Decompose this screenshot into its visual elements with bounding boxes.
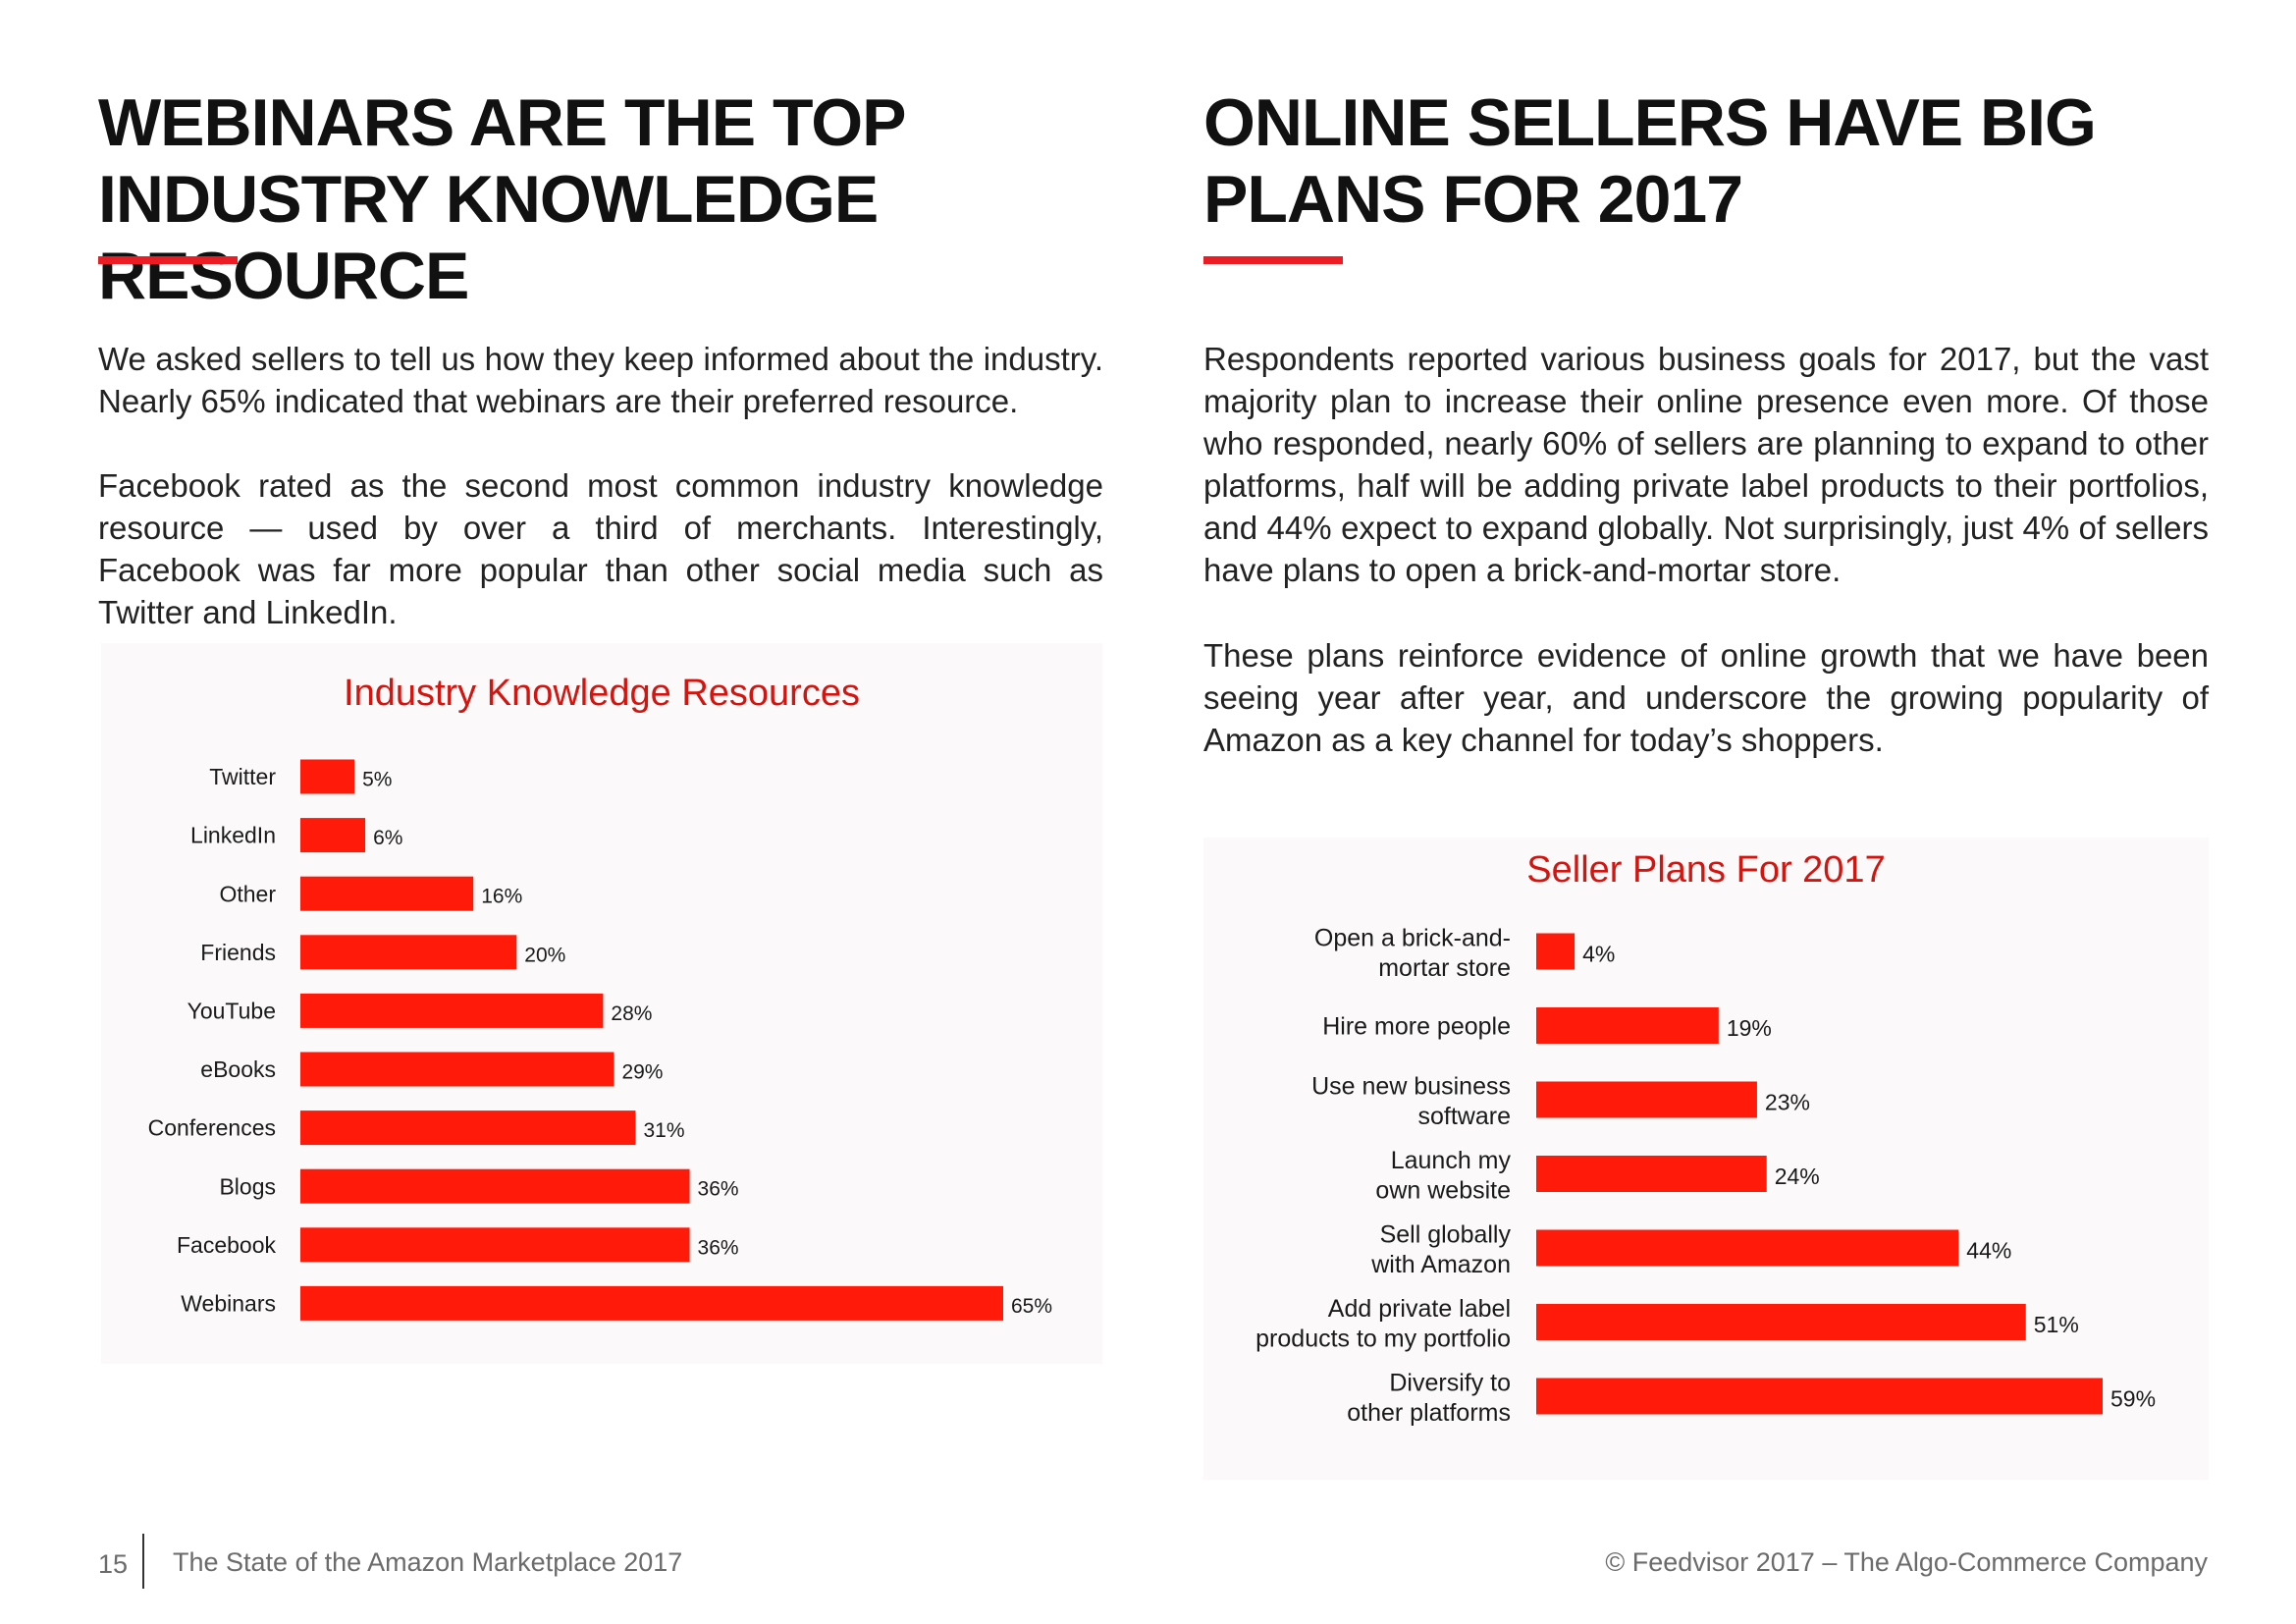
bar — [1536, 1081, 1757, 1118]
data-label: 36% — [698, 1236, 739, 1259]
category-label: Diversify to other platforms — [1347, 1370, 1511, 1428]
bar — [1536, 1304, 2026, 1340]
right-accent-line — [1203, 256, 1343, 264]
data-label: 28% — [611, 1002, 652, 1025]
chart-title: Industry Knowledge Resources — [344, 673, 860, 714]
bar — [1536, 1156, 1767, 1192]
industry-knowledge-chart-plot: Twitter 5% LinkedIn 6% Other 16% Friends 20% You… — [148, 759, 1052, 1321]
category-label: Add private label products to my portfoli… — [1255, 1295, 1511, 1353]
page-number: 15 — [98, 1549, 129, 1579]
bar — [300, 935, 517, 970]
data-label: 4% — [1582, 941, 1615, 966]
data-label: 19% — [1727, 1015, 1772, 1041]
category-label: Use new business software — [1311, 1073, 1511, 1131]
category-label: Webinars — [181, 1290, 276, 1316]
data-label: 44% — [1966, 1237, 2011, 1263]
category-label: LinkedIn — [190, 823, 276, 848]
category-label: Twitter — [209, 764, 276, 789]
left-heading: WEBINARS ARE THE TOP INDUSTRY KNOWLEDGE … — [98, 85, 905, 313]
data-label: 16% — [481, 886, 522, 908]
bar — [300, 1168, 690, 1204]
bar — [300, 1110, 636, 1146]
industry-knowledge-chart: Industry Knowledge Resources Twitter 5% Li… — [101, 643, 1102, 1364]
left-accent-line — [98, 256, 238, 264]
left-paragraph-2: Facebook rated as the second most common… — [98, 467, 1103, 630]
category-label: Launch my own website — [1375, 1147, 1511, 1205]
category-label: Blogs — [219, 1173, 276, 1199]
data-label: 5% — [362, 768, 392, 790]
category-label: Sell globally with Amazon — [1370, 1221, 1511, 1279]
bar — [300, 818, 366, 853]
data-label: 20% — [524, 944, 565, 966]
bar — [1536, 1007, 1719, 1044]
document-title: The State of the Amazon Marketplace 2017 — [173, 1547, 683, 1577]
left-paragraph-1: We asked sellers to tell us how they kee… — [98, 341, 1103, 419]
category-label: Friends — [200, 940, 276, 965]
data-label: 36% — [698, 1178, 739, 1201]
data-label: 65% — [1011, 1295, 1052, 1318]
data-label: 51% — [2034, 1312, 2079, 1337]
category-label: YouTube — [187, 998, 276, 1023]
bar — [300, 1052, 614, 1087]
copyright: © Feedvisor 2017 – The Algo-Commerce Com… — [1605, 1547, 2208, 1577]
category-label: Other — [219, 881, 276, 906]
bar — [1536, 1229, 1959, 1267]
data-label: 31% — [643, 1119, 684, 1142]
bar — [1536, 933, 1575, 970]
category-label: Hire more people — [1322, 1012, 1511, 1040]
data-label: 29% — [621, 1060, 663, 1083]
right-heading: ONLINE SELLERS HAVE BIG PLANS FOR 2017 — [1203, 85, 2097, 237]
data-label: 59% — [2110, 1385, 2156, 1411]
bar — [300, 993, 604, 1028]
right-paragraph-2: These plans reinforce evidence of online… — [1203, 637, 2209, 758]
right-paragraph-1: Respondents reported various business go… — [1203, 341, 2209, 588]
category-label: eBooks — [200, 1056, 276, 1082]
seller-plans-chart: Seller Plans For 2017 Open a brick-and-m… — [1203, 838, 2209, 1480]
chart-title: Seller Plans For 2017 — [1526, 849, 1886, 891]
category-label: Facebook — [177, 1232, 277, 1258]
category-label: Open a brick-and-mortar store — [1314, 925, 1511, 983]
bar — [300, 876, 474, 911]
bar — [300, 759, 355, 794]
bar — [300, 1227, 690, 1263]
bar — [1536, 1378, 2103, 1415]
data-label: 23% — [1765, 1089, 1810, 1114]
data-label: 6% — [373, 827, 402, 849]
bar — [300, 1285, 1003, 1321]
footer-divider — [142, 1534, 144, 1589]
category-label: Conferences — [148, 1115, 276, 1141]
seller-plans-chart-plot: Open a brick-and-mortar store 4% Hire more… — [1255, 925, 2156, 1428]
data-label: 24% — [1775, 1164, 1820, 1189]
